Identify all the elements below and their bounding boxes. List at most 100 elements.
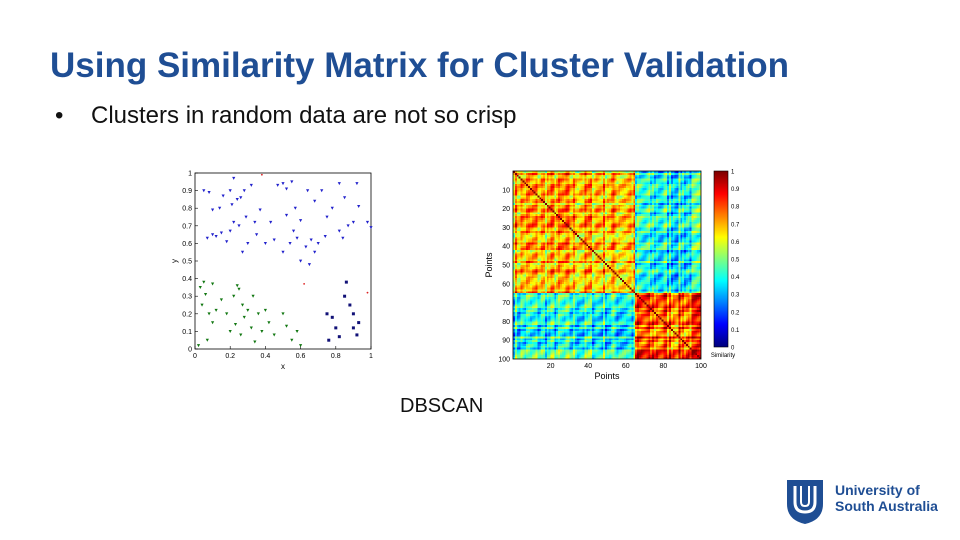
x-tick-label: 40: [584, 363, 592, 370]
scatter-point: [230, 203, 234, 207]
scatter-point: [263, 242, 267, 245]
scatter-point: [260, 330, 264, 333]
y-tick-label: 30: [502, 225, 510, 232]
scatter-point: [288, 242, 292, 245]
y-tick-label: 100: [498, 357, 510, 364]
y-axis-label: y: [170, 259, 179, 263]
scatter-point: [346, 224, 350, 228]
scatter-point: [369, 226, 373, 230]
scatter-point: [351, 220, 355, 224]
scatter-point: [355, 333, 359, 337]
scatter-point: [325, 312, 329, 316]
heatmap-frame: [512, 170, 702, 360]
x-tick-label: 0: [193, 353, 197, 360]
scatter-point: [263, 308, 267, 312]
scatter-point: [205, 236, 209, 240]
scatter-point: [299, 344, 303, 348]
scatter-point: [253, 340, 257, 344]
colorbar-tick-label: 1: [731, 170, 735, 176]
colorbar-tick-label: 0.8: [731, 205, 740, 211]
y-tick-label: 50: [502, 263, 510, 270]
scatter-point: [221, 194, 225, 198]
scatter-point: [214, 234, 218, 238]
x-tick-label: 100: [695, 363, 707, 370]
scatter-point: [235, 198, 239, 201]
scatter-point: [202, 280, 206, 284]
slide-title: Using Similarity Matrix for Cluster Vali…: [50, 46, 790, 85]
caption: DBSCAN: [400, 395, 484, 417]
scatter-point: [290, 338, 294, 342]
scatter-point: [249, 326, 253, 330]
scatter-point: [246, 242, 250, 245]
scatter-point: [239, 196, 243, 200]
scatter-plot: 0 0.2 0.4 0.6 0.8 1 0 0.1 0.2 0.3 0.4 0.5 0.6 0.7 0.8 0…: [170, 171, 373, 372]
scatter-point: [313, 250, 317, 254]
scatter-point: [225, 240, 229, 244]
scatter-point: [228, 330, 232, 333]
scatter-point: [306, 189, 310, 193]
scatter-point: [366, 291, 369, 294]
scatter-point: [219, 231, 223, 235]
scatter-point: [295, 236, 299, 240]
colorbar-tick-label: 0.2: [731, 310, 740, 316]
colorbar-tick-label: 0.3: [731, 293, 740, 299]
colorbar-tick-label: 0: [731, 346, 735, 352]
scatter-point: [325, 215, 329, 219]
colorbar-gradient: [714, 171, 728, 347]
scatter-point: [281, 312, 285, 316]
bullet-marker: •: [55, 102, 64, 129]
scatter-point: [258, 208, 262, 212]
bullet-text: Clusters in random data are not so crisp: [91, 102, 517, 129]
x-tick-label: 1: [369, 353, 373, 360]
scatter-point: [351, 326, 355, 330]
x-tick-label: 0.2: [225, 353, 235, 360]
y-tick-label: 0.1: [182, 329, 192, 336]
x-tick-label: 80: [660, 363, 668, 370]
colorbar-tick-label: 0.4: [731, 275, 740, 281]
scatter-point: [219, 298, 223, 302]
scatter-point: [239, 333, 243, 337]
scatter-point: [276, 183, 280, 187]
scatter-point: [309, 238, 313, 242]
y-tick-label: 0.4: [182, 276, 192, 283]
scatter-point: [205, 338, 209, 342]
colorbar-tick-label: 0.5: [731, 258, 740, 264]
y-tick-label: 10: [502, 187, 510, 194]
x-tick-label: 60: [622, 363, 630, 370]
scatter-point: [337, 182, 341, 186]
scatter-point: [337, 335, 341, 339]
y-tick-label: 0.7: [182, 223, 192, 230]
scatter-point: [249, 183, 253, 187]
scatter-point: [313, 199, 317, 203]
scatter-point: [284, 213, 289, 217]
x-axis-label: Points: [594, 371, 620, 381]
scatter-point: [348, 303, 352, 307]
scatter-frame: [194, 172, 372, 350]
scatter-point: [251, 294, 255, 298]
scatter-point: [235, 284, 239, 288]
scatter-point: [355, 182, 359, 186]
scatter-point: [327, 338, 331, 342]
y-tick-label: 70: [502, 300, 510, 307]
colorbar-tick-label: 0.1: [731, 328, 740, 334]
scatter-point: [260, 173, 263, 176]
scatter-point: [299, 259, 303, 263]
scatter-point: [203, 293, 208, 297]
x-tick-label: 20: [547, 363, 555, 370]
scatter-point: [281, 250, 285, 254]
scatter-point: [344, 280, 348, 284]
y-tick-label: 0.3: [182, 294, 192, 301]
y-tick-label: 0.9: [182, 188, 192, 195]
scatter-point: [253, 220, 257, 224]
y-tick-label: 0.6: [182, 241, 192, 248]
scatter-point: [211, 233, 215, 237]
scatter-point: [228, 189, 232, 193]
scatter-point: [202, 189, 206, 193]
x-tick-label: 0.4: [261, 353, 271, 360]
scatter-point: [233, 322, 238, 326]
university-logo: University of South Australia: [785, 478, 945, 528]
scatter-point: [237, 287, 241, 291]
scatter-point: [337, 229, 341, 233]
scatter-point: [246, 308, 250, 312]
